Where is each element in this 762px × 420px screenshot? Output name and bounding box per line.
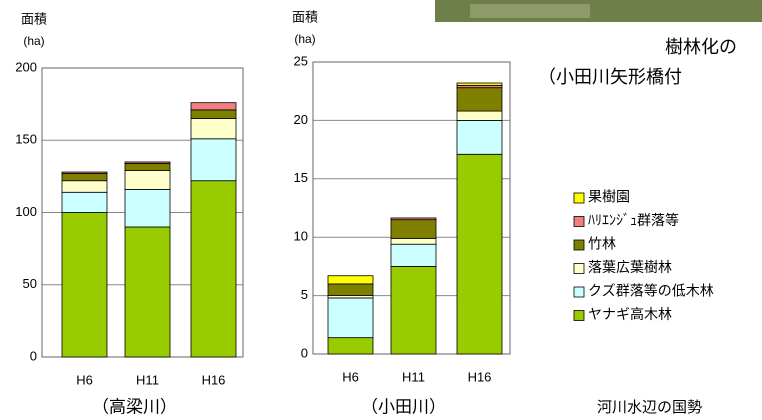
legend-swatch [573,239,585,251]
bar-segment [61,180,108,193]
x-tick-label: H11 [402,369,425,384]
bar-segment [61,173,108,182]
bar-segment [190,180,237,358]
legend-label: ﾊﾘｴﾝｼﾞｭ群落等 [588,212,679,228]
legend-label: 落葉広葉樹林 [588,259,672,275]
bar-segment [327,297,374,339]
bar-segment [327,337,374,355]
bar-segment [327,283,374,297]
bar-segment [61,191,108,213]
y-axis-unit: (ha) [23,34,44,48]
legend-label: ヤナギ高木林 [588,306,672,322]
bar-segment [124,188,171,228]
bar-segment [390,265,437,355]
bar-segment [190,118,237,140]
bar-segment [124,170,171,190]
bar-segment [190,102,237,111]
legend-label: 果樹園 [588,189,630,205]
bar-segment [327,275,374,285]
y-tick-label: 200 [15,59,37,74]
y-tick-label: 0 [301,345,308,360]
y-axis-unit: (ha) [294,32,315,46]
bar-segment [190,138,237,182]
y-axis-title: 面積 [292,9,318,24]
photo-detail [470,4,590,18]
bar-segment [456,120,503,155]
bar-segment [456,153,503,355]
photo-caption: （小田川矢形橋付 [538,67,682,87]
photo-caption: 樹林化の [665,37,737,57]
bar-segment [61,171,108,174]
y-tick-label: 20 [294,112,308,127]
bar-segment [456,110,503,121]
bar-segment [390,219,437,239]
bar-segment [456,82,503,86]
bar-segment [390,237,437,245]
y-tick-label: 15 [294,170,308,185]
x-tick-label: H11 [136,372,159,387]
bar-segment [124,162,171,171]
x-tick-label: H16 [202,372,226,387]
y-tick-label: 50 [23,276,37,291]
x-tick-label: H16 [468,369,492,384]
bar-segment [390,243,437,267]
bar-segment [456,87,503,112]
bar-segment [124,226,171,358]
legend-swatch [573,192,585,204]
y-tick-label: 5 [301,287,308,302]
y-tick-label: 10 [294,229,308,244]
legend-swatch [573,216,585,227]
y-tick-label: 25 [294,53,308,68]
x-axis-title: （高梁川） [92,397,177,416]
y-tick-label: 100 [15,204,37,219]
bar-segment [61,212,108,358]
legend-swatch [573,310,585,321]
bar-segment [190,109,237,119]
legend-swatch [573,263,585,274]
y-axis-title: 面積 [21,11,47,26]
bar-segment [390,217,437,221]
y-tick-label: 0 [30,348,37,363]
legend-swatch [573,286,585,298]
footer-text: 河川水辺の国勢 [597,399,702,416]
bar-segment [124,161,171,164]
x-axis-title: （小田川） [361,397,446,416]
x-tick-label: H6 [76,372,93,387]
legend-label: クズ群落等の低木林 [588,283,714,299]
legend-label: 竹林 [588,236,616,252]
x-tick-label: H6 [342,369,359,384]
y-tick-label: 150 [15,132,37,147]
